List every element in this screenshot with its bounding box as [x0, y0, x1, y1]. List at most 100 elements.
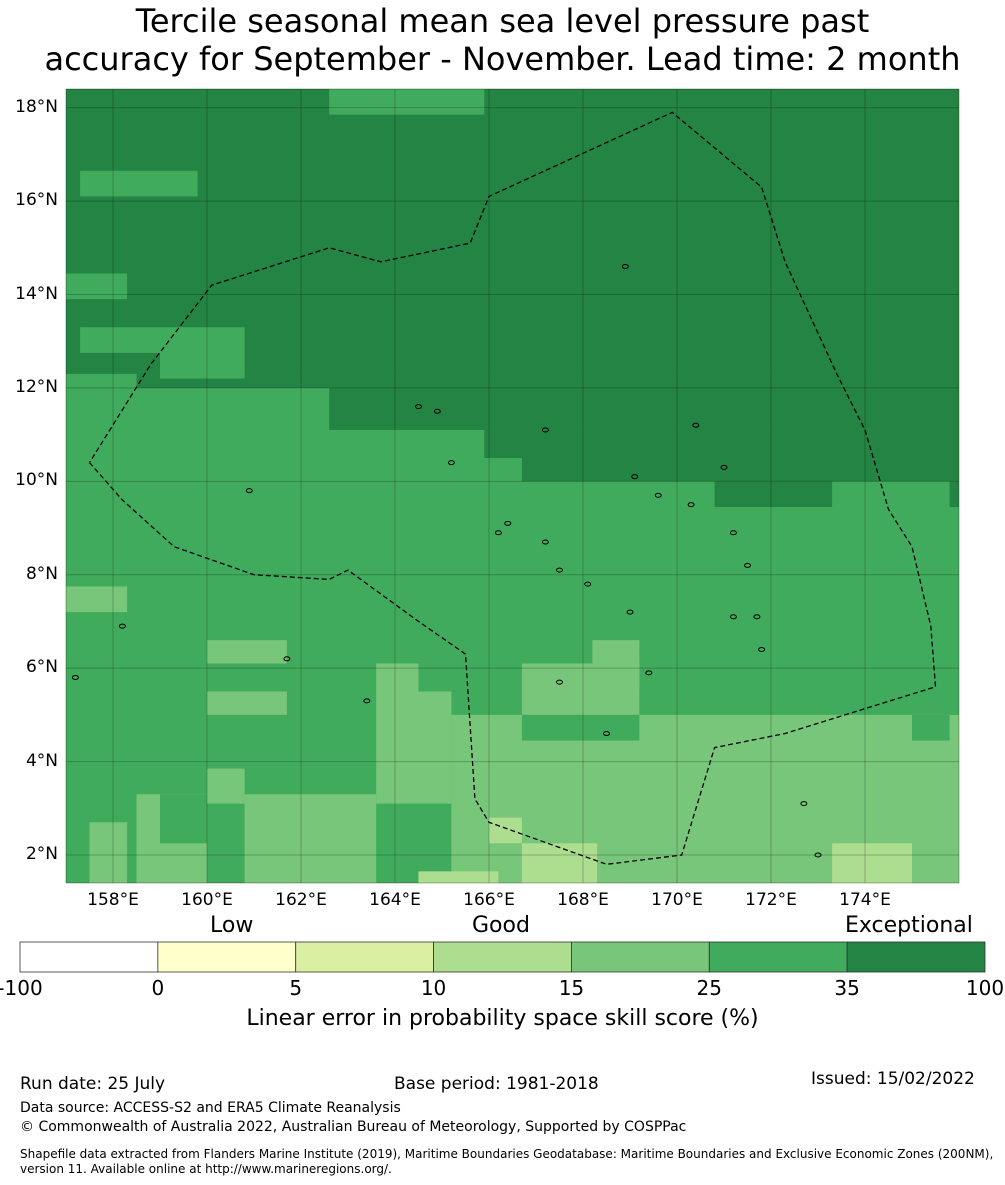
- lat-tick-label: 6°N: [25, 657, 58, 678]
- skill-cell: [89, 822, 128, 883]
- title-line-1: Tercile seasonal mean sea level pressure…: [135, 2, 870, 40]
- colorbar-tick-label: 35: [834, 976, 860, 1000]
- lon-tick-label: 162°E: [275, 890, 327, 910]
- island-outline: [415, 404, 422, 410]
- lon-tick-label: 172°E: [745, 890, 797, 910]
- shapefile-credit: Shapefile data extracted from Flanders M…: [20, 1147, 994, 1176]
- island-outline: [687, 502, 695, 508]
- skill-cell: [832, 843, 912, 883]
- colorbar-swatch: [571, 941, 710, 973]
- skill-cell: [66, 273, 128, 300]
- island-outline: [504, 520, 512, 526]
- island-outline: [584, 581, 592, 587]
- data-source: Data source: ACCESS-S2 and ERA5 Climate …: [20, 1100, 401, 1116]
- colorbar-tick-label: 100: [965, 976, 1005, 1000]
- lat-tick-label: 4°N: [25, 750, 58, 771]
- base-period: Base period: 1981-2018: [394, 1074, 599, 1094]
- skill-cell: [329, 89, 485, 115]
- island-outline: [621, 263, 629, 269]
- island-outline: [363, 698, 371, 704]
- lon-tick-label: 158°E: [87, 890, 139, 910]
- skill-cell: [376, 691, 452, 804]
- island-outline: [744, 562, 751, 568]
- lon-tick-label: 164°E: [369, 890, 421, 910]
- run-date: Run date: 25 July: [20, 1074, 166, 1094]
- skill-cell: [207, 640, 287, 664]
- skill-cell: [66, 586, 128, 613]
- skill-cell: [160, 794, 207, 844]
- skill-cell: [949, 481, 959, 508]
- skill-cell: [376, 663, 419, 692]
- skill-cell: [592, 640, 640, 692]
- island-outline: [541, 427, 549, 433]
- skill-cell: [80, 327, 160, 353]
- category-low: Low: [210, 913, 254, 938]
- colorbar-swatch: [708, 941, 848, 973]
- colorbar-swatch: [433, 941, 572, 973]
- island-coastlines: [71, 263, 822, 858]
- lon-tick-label: 170°E: [651, 890, 703, 910]
- graticule: [66, 89, 959, 883]
- category-good: Good: [472, 913, 530, 938]
- lat-tick-label: 16°N: [15, 190, 58, 211]
- colorbar-swatch: [295, 941, 434, 973]
- island-outline: [245, 488, 253, 494]
- colorbar-label: Linear error in probability space skill …: [246, 1006, 759, 1031]
- colorbar-swatch: [19, 941, 159, 973]
- map-frame: [65, 88, 960, 884]
- island-outline: [433, 408, 441, 414]
- skill-cell: [489, 817, 522, 844]
- skill-cell: [80, 170, 198, 197]
- colorbar: [19, 941, 986, 973]
- colorbar-tick-label: 25: [696, 976, 722, 1000]
- skill-cell: [521, 843, 598, 883]
- skill-cell: [136, 373, 959, 388]
- skill-cell: [521, 457, 959, 482]
- skill-cell: [949, 691, 959, 715]
- island-outline: [758, 646, 766, 652]
- lon-tick-label: 168°E: [557, 890, 609, 910]
- skill-cell: [714, 481, 833, 508]
- lat-tick-label: 8°N: [25, 563, 58, 584]
- skill-grid: [66, 89, 959, 883]
- colorbar-swatch: [846, 941, 986, 973]
- island-outline: [720, 464, 728, 470]
- title-line-2: accuracy for September - November. Lead …: [44, 40, 961, 78]
- colorbar-tick-label: 15: [558, 976, 585, 1000]
- skill-cell: [160, 327, 245, 379]
- island-outline: [800, 801, 808, 807]
- colorbar-tick-label: -100: [0, 976, 43, 1000]
- copyright: © Commonwealth of Australia 2022, Austra…: [20, 1119, 687, 1135]
- island-outline: [447, 460, 455, 466]
- lat-tick-label: 2°N: [25, 843, 58, 864]
- island-outline: [556, 567, 563, 573]
- lon-tick-label: 166°E: [463, 890, 515, 910]
- skill-cell: [207, 691, 287, 715]
- lat-tick-label: 12°N: [15, 376, 58, 397]
- map-title: Tercile seasonal mean sea level pressure…: [0, 2, 1005, 78]
- island-outline: [753, 614, 761, 620]
- lat-tick-label: 10°N: [15, 470, 58, 491]
- island-outline: [729, 614, 737, 620]
- island-outline: [692, 422, 700, 428]
- colorbar-tick-label: 10: [420, 976, 447, 1000]
- island-outline: [729, 530, 737, 536]
- skill-cell: [521, 714, 640, 741]
- island-outline: [541, 539, 549, 545]
- eez-boundary: [88, 111, 937, 865]
- skill-cell: [912, 714, 950, 741]
- lat-tick-label: 18°N: [15, 96, 58, 117]
- skill-cell: [66, 89, 959, 374]
- colorbar-tick-label: 5: [289, 976, 303, 1000]
- skill-cell: [207, 768, 245, 804]
- issued-date: Issued: 15/02/2022: [811, 1069, 975, 1089]
- island-outline: [556, 679, 563, 685]
- lat-tick-label: 14°N: [15, 283, 58, 304]
- island-outline: [283, 656, 291, 662]
- colorbar-swatch: [157, 941, 297, 973]
- skill-cell: [244, 794, 377, 883]
- lon-tick-label: 174°E: [839, 890, 891, 910]
- island-outline: [118, 623, 126, 629]
- skill-cell: [484, 429, 959, 458]
